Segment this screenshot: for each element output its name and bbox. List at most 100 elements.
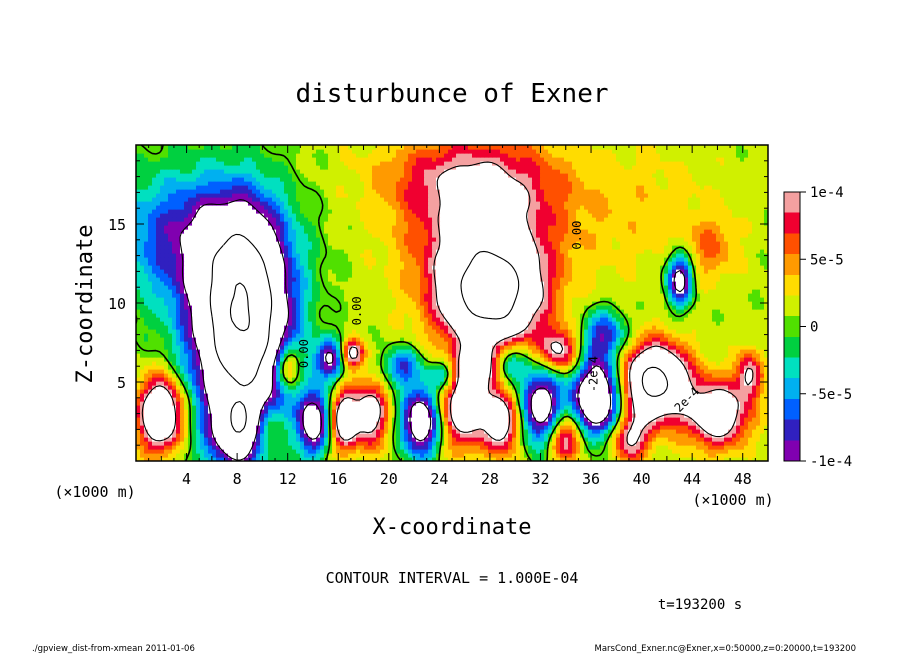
heatmap-cell [608, 441, 613, 446]
heatmap-cell [196, 393, 201, 398]
heatmap-cell [288, 333, 293, 338]
heatmap-cell [704, 449, 709, 454]
heatmap-cell [324, 397, 329, 402]
heatmap-cell [652, 433, 657, 438]
heatmap-cell [512, 353, 517, 358]
heatmap-cell [196, 333, 201, 338]
heatmap-cell [624, 353, 629, 358]
heatmap-cell [764, 337, 768, 342]
heatmap-cell [764, 417, 768, 422]
heatmap-cell [708, 349, 713, 354]
heatmap-cell [404, 397, 409, 402]
heatmap-cell [396, 413, 401, 418]
heatmap-cell [572, 421, 577, 426]
heatmap-cell [204, 457, 209, 461]
heatmap-cell [376, 361, 381, 366]
heatmap-cell [380, 349, 385, 354]
heatmap-cell [240, 405, 245, 410]
heatmap-cell [680, 449, 685, 454]
heatmap-cell [200, 397, 205, 402]
heatmap-cell [756, 401, 761, 406]
heatmap-cell [560, 373, 565, 378]
heatmap-cell [492, 373, 497, 378]
heatmap-cell [280, 341, 285, 346]
heatmap-cell [236, 397, 241, 402]
heatmap-cell [684, 421, 689, 426]
heatmap-cell [744, 337, 749, 342]
heatmap-cell [484, 401, 489, 406]
heatmap-cell [756, 357, 761, 362]
heatmap-cell [752, 417, 757, 422]
heatmap-cell [560, 429, 565, 434]
heatmap-cell [352, 357, 357, 362]
heatmap-cell [584, 377, 589, 382]
heatmap-cell [596, 357, 601, 362]
heatmap-cell [356, 357, 361, 362]
heatmap-cell [352, 421, 357, 426]
heatmap-cell [240, 421, 245, 426]
heatmap-cell [432, 349, 437, 354]
heatmap-cell [660, 457, 665, 461]
heatmap-cell [568, 457, 573, 461]
heatmap-cell [264, 401, 269, 406]
heatmap-cell [388, 365, 393, 370]
heatmap-cell [344, 381, 349, 386]
heatmap-cell [136, 393, 141, 398]
heatmap-cell [548, 381, 553, 386]
heatmap-cell [332, 453, 337, 458]
heatmap-cell [628, 445, 633, 450]
heatmap-cell [424, 381, 429, 386]
heatmap-cell [616, 409, 621, 414]
heatmap-cell [264, 353, 269, 358]
heatmap-cell [200, 417, 205, 422]
heatmap-cell [496, 369, 501, 374]
heatmap-cell [320, 357, 325, 362]
heatmap-cell [432, 357, 437, 362]
heatmap-cell [680, 341, 685, 346]
heatmap-cell [192, 401, 197, 406]
heatmap-cell [272, 441, 277, 446]
heatmap-cell [168, 337, 173, 342]
heatmap-cell [504, 401, 509, 406]
heatmap-cell [340, 381, 345, 386]
heatmap-cell [660, 361, 665, 366]
heatmap-cell [648, 357, 653, 362]
heatmap-cell [408, 405, 413, 410]
heatmap-cell [668, 445, 673, 450]
heatmap-cell [748, 429, 753, 434]
heatmap-cell [428, 337, 433, 342]
heatmap-cell [440, 453, 445, 458]
heatmap-cell [548, 417, 553, 422]
heatmap-cell [388, 357, 393, 362]
heatmap-cell [236, 369, 241, 374]
heatmap-cell [384, 357, 389, 362]
heatmap-cell [320, 349, 325, 354]
heatmap-cell [428, 373, 433, 378]
heatmap-cell [232, 345, 237, 350]
heatmap-cell [152, 445, 157, 450]
heatmap-cell [280, 417, 285, 422]
heatmap-cell [352, 405, 357, 410]
heatmap-cell [520, 381, 525, 386]
heatmap-cell [204, 345, 209, 350]
heatmap-cell [584, 433, 589, 438]
heatmap-cell [552, 409, 557, 414]
heatmap-cell [284, 381, 289, 386]
heatmap-cell [564, 413, 569, 418]
heatmap-cell [516, 333, 521, 338]
heatmap-cell [172, 441, 177, 446]
heatmap-cell [656, 445, 661, 450]
heatmap-cell [732, 377, 737, 382]
heatmap-cell [264, 417, 269, 422]
heatmap-cell [224, 453, 229, 458]
heatmap-cell [576, 417, 581, 422]
heatmap-cell [368, 405, 373, 410]
heatmap-cell [232, 453, 237, 458]
heatmap-cell [248, 341, 253, 346]
heatmap-cell [240, 453, 245, 458]
heatmap-cell [364, 353, 369, 358]
heatmap-cell [508, 373, 513, 378]
heatmap-cell [508, 333, 513, 338]
heatmap-cell [144, 389, 149, 394]
heatmap-cell [468, 405, 473, 410]
